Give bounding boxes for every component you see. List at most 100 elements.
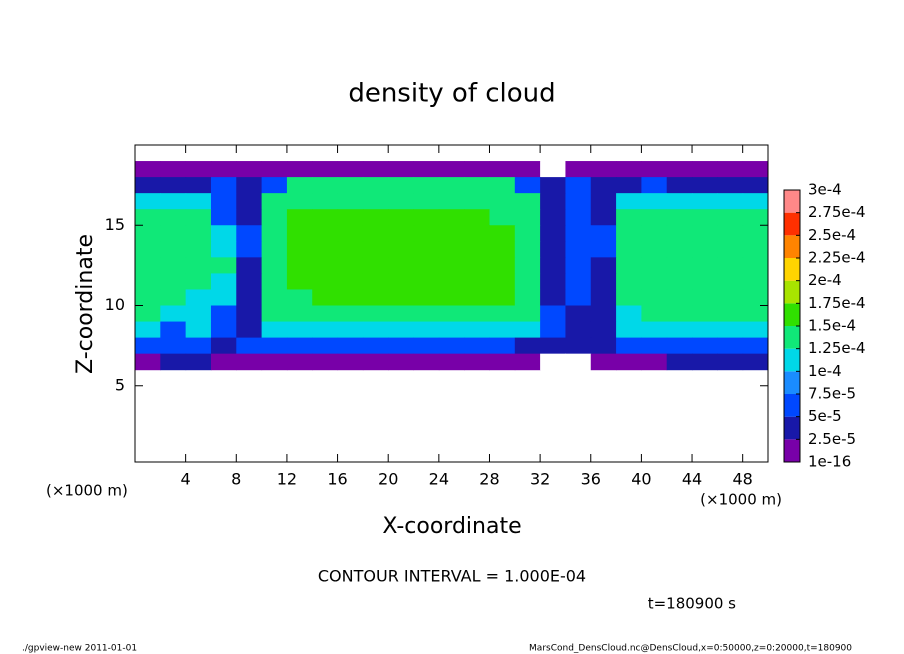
cell: [286, 161, 313, 178]
x-tick-label: 20: [378, 470, 398, 489]
cell: [312, 257, 339, 274]
cell: [616, 305, 642, 323]
colorbar-band: [784, 394, 800, 417]
cell: [362, 241, 389, 258]
cell: [160, 289, 187, 307]
cell: [438, 353, 465, 371]
cell: [616, 225, 642, 242]
cell: [514, 289, 541, 307]
cell: [236, 241, 263, 258]
cell: [540, 161, 566, 178]
cell: [286, 321, 313, 339]
cell: [641, 209, 668, 226]
cell: [286, 273, 313, 290]
cell: [742, 353, 769, 371]
y-axis-label: Z-coordinate: [73, 234, 98, 374]
colorbar-label: 2.5e-5: [808, 430, 856, 448]
cell: [261, 321, 288, 339]
cell: [337, 321, 364, 339]
cell: [337, 241, 364, 258]
cell: [717, 241, 744, 258]
cell: [641, 225, 668, 242]
cell: [641, 289, 668, 307]
chart-title: density of cloud: [348, 79, 555, 109]
cell: [616, 273, 642, 290]
cell: [489, 257, 516, 274]
cell: [717, 225, 744, 242]
x-tick-label: 24: [429, 470, 449, 489]
cell: [489, 225, 516, 242]
cell: [540, 337, 566, 355]
cell: [742, 177, 769, 194]
cell: [565, 241, 592, 258]
cell: [286, 241, 313, 258]
cell: [717, 177, 744, 194]
cell: [514, 273, 541, 290]
cell: [438, 161, 465, 178]
cell: [362, 193, 389, 210]
cell: [742, 289, 769, 307]
cell: [514, 305, 541, 323]
cell: [135, 321, 161, 339]
cell: [413, 225, 440, 242]
cell: [160, 209, 187, 226]
colorbar-band: [784, 371, 800, 394]
cell: [337, 225, 364, 242]
cell: [717, 337, 744, 355]
cell: [388, 161, 415, 178]
cell: [312, 193, 339, 210]
cell: [388, 177, 415, 194]
cell: [616, 321, 642, 339]
cell: [337, 305, 364, 323]
cell: [565, 305, 592, 323]
cell: [438, 209, 465, 226]
cell: [261, 353, 288, 371]
cell: [210, 161, 237, 178]
cell: [337, 193, 364, 210]
cell: [666, 161, 693, 178]
cell: [692, 161, 718, 178]
x-tick-label: 16: [327, 470, 347, 489]
cell: [489, 337, 516, 355]
cell: [717, 193, 744, 210]
colorbar-label: 7.5e-5: [808, 385, 856, 403]
cell: [286, 193, 313, 210]
cell: [514, 225, 541, 242]
cell: [540, 273, 566, 290]
cell: [565, 353, 592, 371]
cell: [362, 177, 389, 194]
cell: [464, 241, 490, 258]
cell: [489, 273, 516, 290]
colorbar-band: [784, 303, 800, 326]
cell: [362, 225, 389, 242]
cell: [236, 225, 263, 242]
cell: [236, 289, 263, 307]
cell: [565, 161, 592, 178]
cell: [388, 321, 415, 339]
cell: [438, 257, 465, 274]
cell: [160, 305, 187, 323]
cell: [514, 353, 541, 371]
cell: [464, 305, 490, 323]
colorbar-label: 2.25e-4: [808, 249, 866, 267]
cell: [261, 177, 288, 194]
cell: [312, 273, 339, 290]
cell: [717, 273, 744, 290]
cell: [362, 257, 389, 274]
cell: [362, 353, 389, 371]
cell: [185, 161, 212, 178]
cell: [438, 193, 465, 210]
cell: [337, 177, 364, 194]
cell: [590, 209, 617, 226]
cell: [616, 209, 642, 226]
cell: [185, 225, 212, 242]
cell: [388, 225, 415, 242]
cell: [464, 337, 490, 355]
cell: [692, 193, 718, 210]
cell: [261, 161, 288, 178]
cell: [312, 177, 339, 194]
cell: [742, 273, 769, 290]
cell: [160, 161, 187, 178]
cell: [692, 353, 718, 371]
